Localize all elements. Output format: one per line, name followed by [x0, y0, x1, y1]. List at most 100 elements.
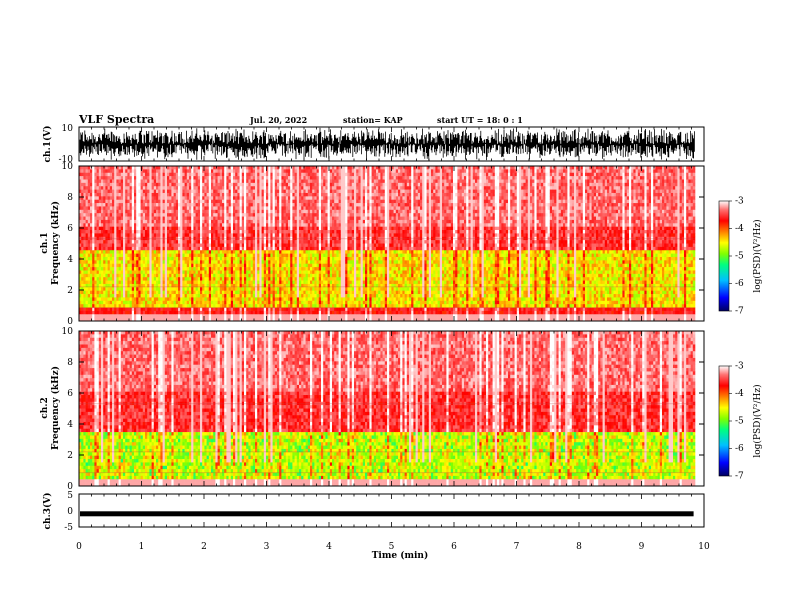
spec-cell — [270, 240, 273, 244]
spec-cell — [130, 217, 133, 221]
spec-cell — [160, 220, 163, 224]
spec-cell — [248, 227, 251, 231]
spec-cell — [143, 301, 146, 305]
spec-cell — [178, 220, 181, 224]
spec-cell — [110, 206, 113, 210]
spec-cell — [301, 206, 304, 210]
spec-cell — [288, 179, 291, 183]
spec-cell — [284, 244, 287, 248]
spec-cell — [310, 240, 313, 244]
spec-cell — [306, 203, 309, 207]
spec-cell — [127, 223, 129, 227]
spec-cell — [295, 297, 298, 301]
spec-cell — [207, 200, 210, 204]
spec-cell — [290, 227, 293, 231]
spec-cell — [308, 301, 311, 305]
spec-cell — [99, 304, 102, 308]
spec-cell — [149, 294, 152, 298]
spec-cell — [290, 190, 293, 194]
spec-cell — [215, 200, 218, 204]
spec-cell — [108, 233, 111, 237]
spec-cell — [134, 281, 137, 285]
spec-cell — [158, 220, 161, 224]
spec-cell — [275, 237, 278, 241]
spec-cell — [273, 250, 276, 254]
spec-cell — [81, 230, 84, 234]
spec-cell — [191, 200, 194, 204]
spec-cell — [147, 200, 150, 204]
spec-cell — [138, 220, 141, 224]
spec-cell — [220, 274, 223, 278]
spec-cell — [165, 233, 168, 237]
spec-cell — [255, 190, 258, 194]
spec-cell — [156, 173, 159, 177]
spec-cell — [290, 254, 293, 258]
spec-cell — [127, 176, 129, 180]
spec-cell — [233, 281, 236, 285]
spec-cell — [279, 179, 282, 183]
spec-cell — [116, 250, 119, 254]
spec-cell — [97, 311, 100, 315]
spec-cell — [180, 267, 183, 271]
spec-cell — [149, 213, 152, 217]
spec-cell — [149, 304, 152, 308]
spec-cell — [266, 217, 269, 221]
spec-cell — [105, 294, 108, 298]
spec-cell — [196, 277, 199, 281]
spec-cell — [88, 297, 91, 301]
spec-cell — [301, 314, 304, 318]
spec-cell — [147, 281, 150, 285]
spec-cell — [312, 250, 315, 254]
spec-cell — [275, 240, 278, 244]
spec-cell — [114, 254, 117, 258]
spec-cell — [141, 227, 144, 231]
spec-cell — [92, 176, 95, 180]
spec-cell — [180, 217, 183, 221]
spec-cell — [257, 257, 260, 261]
spec-cell — [301, 176, 304, 180]
spec-cell — [81, 244, 84, 248]
spec-cell — [108, 193, 111, 197]
spec-cell — [88, 254, 91, 258]
spec-cell — [224, 217, 227, 221]
spec-cell — [308, 274, 311, 278]
spec-cell — [226, 230, 229, 234]
spec-cell — [292, 281, 295, 285]
spec-cell — [224, 227, 227, 231]
spec-cell — [290, 233, 293, 237]
spec-cell — [213, 287, 216, 291]
spec-cell — [268, 203, 271, 207]
spec-cell — [119, 193, 122, 197]
spec-cell — [145, 213, 148, 217]
spec-cell — [279, 247, 282, 251]
spec-cell — [314, 277, 317, 281]
spec-cell — [167, 196, 170, 200]
spec-cell — [218, 206, 221, 210]
spec-cell — [303, 176, 306, 180]
spec-cell — [147, 287, 150, 291]
spec-cell — [202, 217, 205, 221]
spec-cell — [191, 277, 194, 281]
spec-cell — [253, 217, 256, 221]
spec-cell — [169, 186, 172, 190]
spec-cell — [213, 267, 216, 271]
spec-cell — [202, 270, 205, 274]
spec-cell — [116, 217, 119, 221]
spec-cell — [308, 291, 311, 295]
spec-cell — [160, 213, 163, 217]
spec-cell — [295, 233, 298, 237]
spec-cell — [105, 176, 108, 180]
spec-cell — [211, 196, 214, 200]
spec-cell — [257, 291, 260, 295]
spec-cell — [152, 203, 155, 207]
spec-cell — [306, 254, 309, 258]
spec-cell — [174, 277, 177, 281]
spec-cell — [242, 237, 245, 241]
spec-cell — [259, 301, 262, 305]
spec-cell — [167, 190, 170, 194]
spec-cell — [281, 186, 284, 190]
spec-cell — [310, 169, 313, 173]
spec-cell — [251, 257, 254, 261]
spec-cell — [202, 244, 205, 248]
spec-cell — [193, 176, 196, 180]
